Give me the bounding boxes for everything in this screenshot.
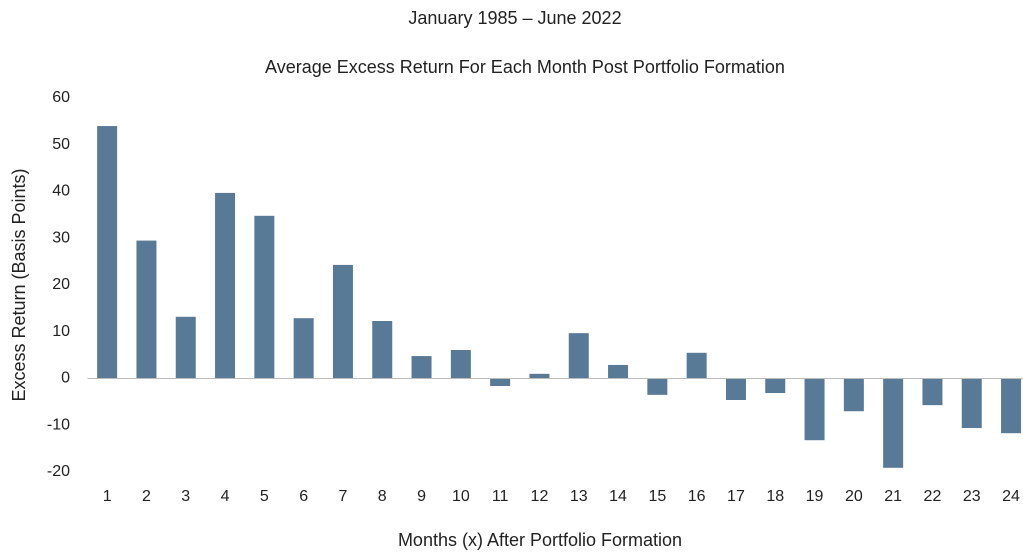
x-tick-label: 17: [727, 488, 745, 505]
y-tick-label: -20: [47, 463, 70, 480]
bar: [332, 264, 353, 379]
bar: [490, 378, 511, 386]
y-axis-label: Excess Return (Basis Points): [9, 168, 29, 401]
bar: [883, 378, 904, 468]
x-tick-label: 21: [884, 488, 902, 505]
x-tick-label: 6: [299, 488, 308, 505]
bar: [608, 364, 629, 379]
x-tick-label: 9: [417, 488, 426, 505]
bar: [725, 378, 746, 401]
y-tick-label: -10: [47, 416, 70, 433]
x-tick-label: 11: [492, 488, 509, 505]
bar: [922, 378, 943, 406]
x-axis-label: Months (x) After Portfolio Formation: [398, 530, 682, 550]
x-tick-label: 16: [688, 488, 706, 505]
bar: [804, 378, 825, 441]
x-tick-label: 13: [570, 488, 588, 505]
x-tick-label: 14: [609, 488, 627, 505]
bar: [136, 240, 157, 379]
x-tick-label: 22: [924, 488, 942, 505]
bar: [175, 316, 196, 379]
bar: [843, 378, 864, 412]
x-tick-label: 5: [260, 488, 269, 505]
x-tick-label: 15: [648, 488, 666, 505]
bar: [215, 192, 236, 379]
x-tick-label: 24: [1002, 488, 1020, 505]
y-tick-label: 50: [52, 136, 70, 153]
bar: [372, 320, 393, 379]
y-tick-label: 60: [52, 89, 70, 106]
x-tick-label: 12: [531, 488, 549, 505]
chart-supertitle: January 1985 – June 2022: [408, 8, 621, 28]
bar: [686, 352, 707, 379]
y-tick-label: 30: [52, 229, 70, 246]
bar: [765, 378, 786, 393]
bar: [1001, 378, 1022, 434]
bar: [450, 349, 471, 379]
y-tick-label: 10: [52, 323, 70, 340]
x-tick-label: 8: [378, 488, 387, 505]
y-tick-label: 0: [61, 370, 70, 387]
chart-title: Average Excess Return For Each Month Pos…: [265, 57, 785, 77]
x-tick-label: 20: [845, 488, 863, 505]
bar: [529, 373, 550, 379]
bar: [254, 215, 275, 379]
x-tick-label: 2: [142, 488, 151, 505]
x-tick-label: 10: [452, 488, 470, 505]
x-tick-label: 18: [766, 488, 784, 505]
x-tick-label: 4: [221, 488, 230, 505]
bar: [647, 378, 668, 395]
x-tick-label: 3: [181, 488, 190, 505]
x-tick-label: 23: [963, 488, 981, 505]
x-tick-label: 19: [806, 488, 824, 505]
bar: [961, 378, 982, 429]
y-tick-label: 40: [52, 183, 70, 200]
bar: [568, 333, 589, 379]
bar: [97, 126, 118, 379]
x-tick-label: 7: [338, 488, 347, 505]
x-tick-label: 1: [103, 488, 112, 505]
y-tick-label: 20: [52, 276, 70, 293]
bar: [411, 356, 432, 379]
bar: [293, 318, 314, 379]
